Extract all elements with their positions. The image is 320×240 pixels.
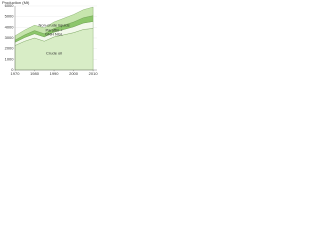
y-tick-label: 0 <box>11 67 14 72</box>
y-tick-label: 3000 <box>5 35 15 40</box>
x-tick-label: 1990 <box>50 71 60 76</box>
y-tick-label: 1000 <box>5 56 15 61</box>
x-tick-label: 2000 <box>69 71 79 76</box>
axes <box>14 6 97 71</box>
y-axis-label: Production (Mt) <box>2 0 30 5</box>
series-label: GNH NGL <box>45 32 64 37</box>
page: {"chart_data": {"type": "stacked-area", … <box>0 0 100 80</box>
x-tick-label: 2010 <box>89 71 99 76</box>
y-tick-label: 4000 <box>5 24 15 29</box>
area <box>14 6 94 41</box>
chart: Production (Mt) Crude oil GNH NGLParaffin… <box>2 0 99 76</box>
series-label: Paraffin + <box>45 27 63 32</box>
y-tick-label: 2000 <box>5 46 15 51</box>
x-tick-label: 1970 <box>11 71 21 76</box>
x-tick-label: 1980 <box>30 71 40 76</box>
y-tick-label: 6000 <box>5 3 15 8</box>
areas <box>14 6 94 71</box>
series-label: Crude oil <box>46 51 62 56</box>
series-label: Non-crude liquids <box>38 22 69 27</box>
y-tick-label: 5000 <box>5 14 15 19</box>
